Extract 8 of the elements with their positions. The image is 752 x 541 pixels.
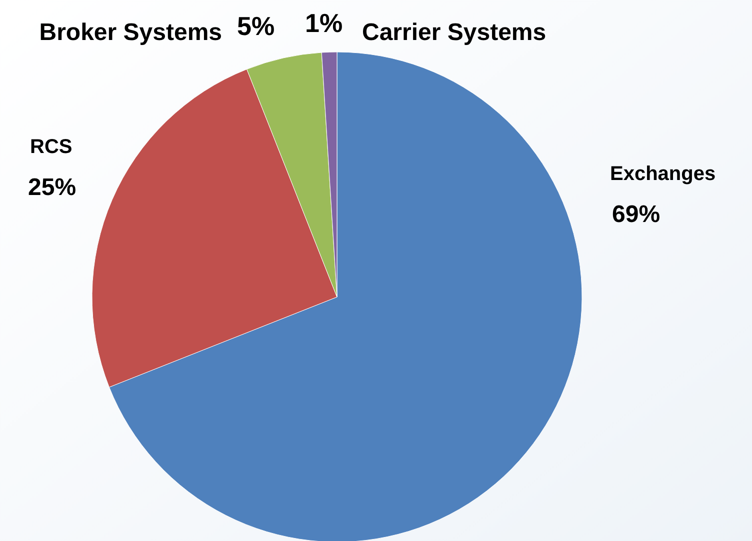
data-label: 5% [237, 11, 275, 41]
slice-label: Broker Systems [39, 19, 222, 46]
data-label: 1% [305, 8, 343, 38]
slice-label: RCS [30, 136, 72, 158]
slice-label: Exchanges [610, 163, 716, 185]
data-label: 25% [28, 174, 76, 201]
slice-label: Carrier Systems [362, 19, 546, 46]
data-label: 69% [612, 201, 660, 228]
